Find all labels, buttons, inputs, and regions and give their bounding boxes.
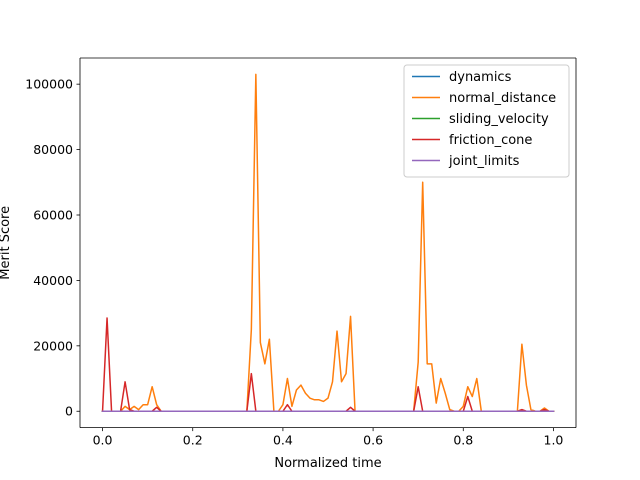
legend-label-joint-limits: joint_limits bbox=[448, 154, 520, 169]
y-tick-label: 60000 bbox=[33, 207, 73, 222]
y-tick-label: 100000 bbox=[25, 77, 73, 92]
legend-label-normal-distance: normal_distance bbox=[449, 91, 556, 106]
y-tick-label: 20000 bbox=[33, 338, 73, 353]
legend-box bbox=[403, 64, 570, 178]
legend-label-friction-cone: friction_cone bbox=[449, 133, 532, 148]
x-tick-label: 0.0 bbox=[93, 433, 113, 448]
legend-label-sliding-velocity: sliding_velocity bbox=[449, 112, 549, 127]
legend: dynamics normal_distance sliding_velocityf… bbox=[403, 64, 570, 178]
x-tick-label: 0.4 bbox=[273, 433, 293, 448]
x-tick-label: 0.2 bbox=[183, 433, 203, 448]
y-tick-label: 40000 bbox=[33, 273, 73, 288]
x-tick-label: 0.8 bbox=[453, 433, 473, 448]
x-tick-label: 0.6 bbox=[363, 433, 383, 448]
series-layer bbox=[101, 73, 555, 413]
axes-layer: 0.0 0.2 0.4 0.6 0.8 1.0 0 20000 40000 60000 80000 1… bbox=[25, 57, 577, 448]
legend-label-dynamics: dynamics bbox=[449, 70, 512, 85]
y-tick-label: 0 bbox=[65, 404, 73, 419]
x-axis-label: Normalized time bbox=[274, 456, 381, 471]
y-tick-label: 80000 bbox=[33, 142, 73, 157]
x-tick-label: 1.0 bbox=[544, 433, 564, 448]
y-axis-label: Merit Score bbox=[0, 206, 13, 280]
